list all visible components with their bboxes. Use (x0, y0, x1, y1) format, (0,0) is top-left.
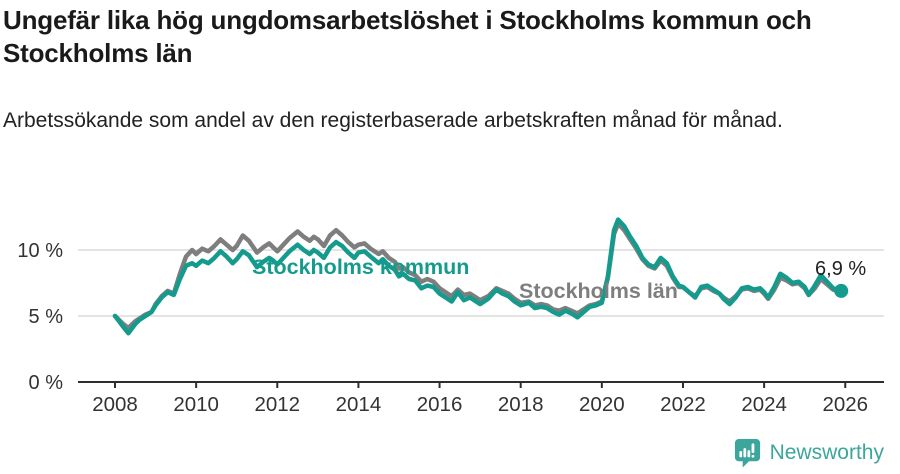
chart-subtitle: Arbetssökande som andel av den registerb… (3, 109, 783, 132)
y-tick-label-0: 0 % (29, 372, 64, 394)
series-line-stockholms-kommun (112, 217, 844, 336)
x-tick-label-2022: 2022 (660, 393, 706, 416)
brand-name: Newsworthy (769, 440, 884, 464)
x-tick-label-2016: 2016 (417, 393, 463, 416)
newsworthy-logo-icon (734, 438, 760, 468)
x-tick-label-2018: 2018 (498, 393, 544, 416)
x-tick-label-2012: 2012 (254, 393, 300, 416)
series-line-stockholms-län (112, 221, 844, 331)
latest-value-dot (834, 283, 849, 298)
y-tick-label-10: 10 % (17, 240, 63, 262)
latest-value-label: 6,9 % (815, 258, 866, 280)
x-tick-label-2026: 2026 (822, 393, 868, 416)
x-tick-label-2024: 2024 (741, 393, 787, 416)
x-tick-label-2014: 2014 (336, 393, 382, 416)
brand-footer: Newsworthy (733, 437, 884, 468)
series-label-stockholms-län: Stockholms län (519, 279, 678, 303)
chart-title: Ungefär lika hög ungdomsarbetslöshet i S… (3, 5, 812, 68)
x-tick-label-2008: 2008 (92, 393, 138, 416)
x-tick-label-2020: 2020 (579, 393, 625, 416)
series-label-stockholms-kommun: Stockholms kommun (252, 255, 469, 279)
x-tick-label-2010: 2010 (173, 393, 219, 416)
y-tick-label-5: 5 % (29, 306, 64, 328)
